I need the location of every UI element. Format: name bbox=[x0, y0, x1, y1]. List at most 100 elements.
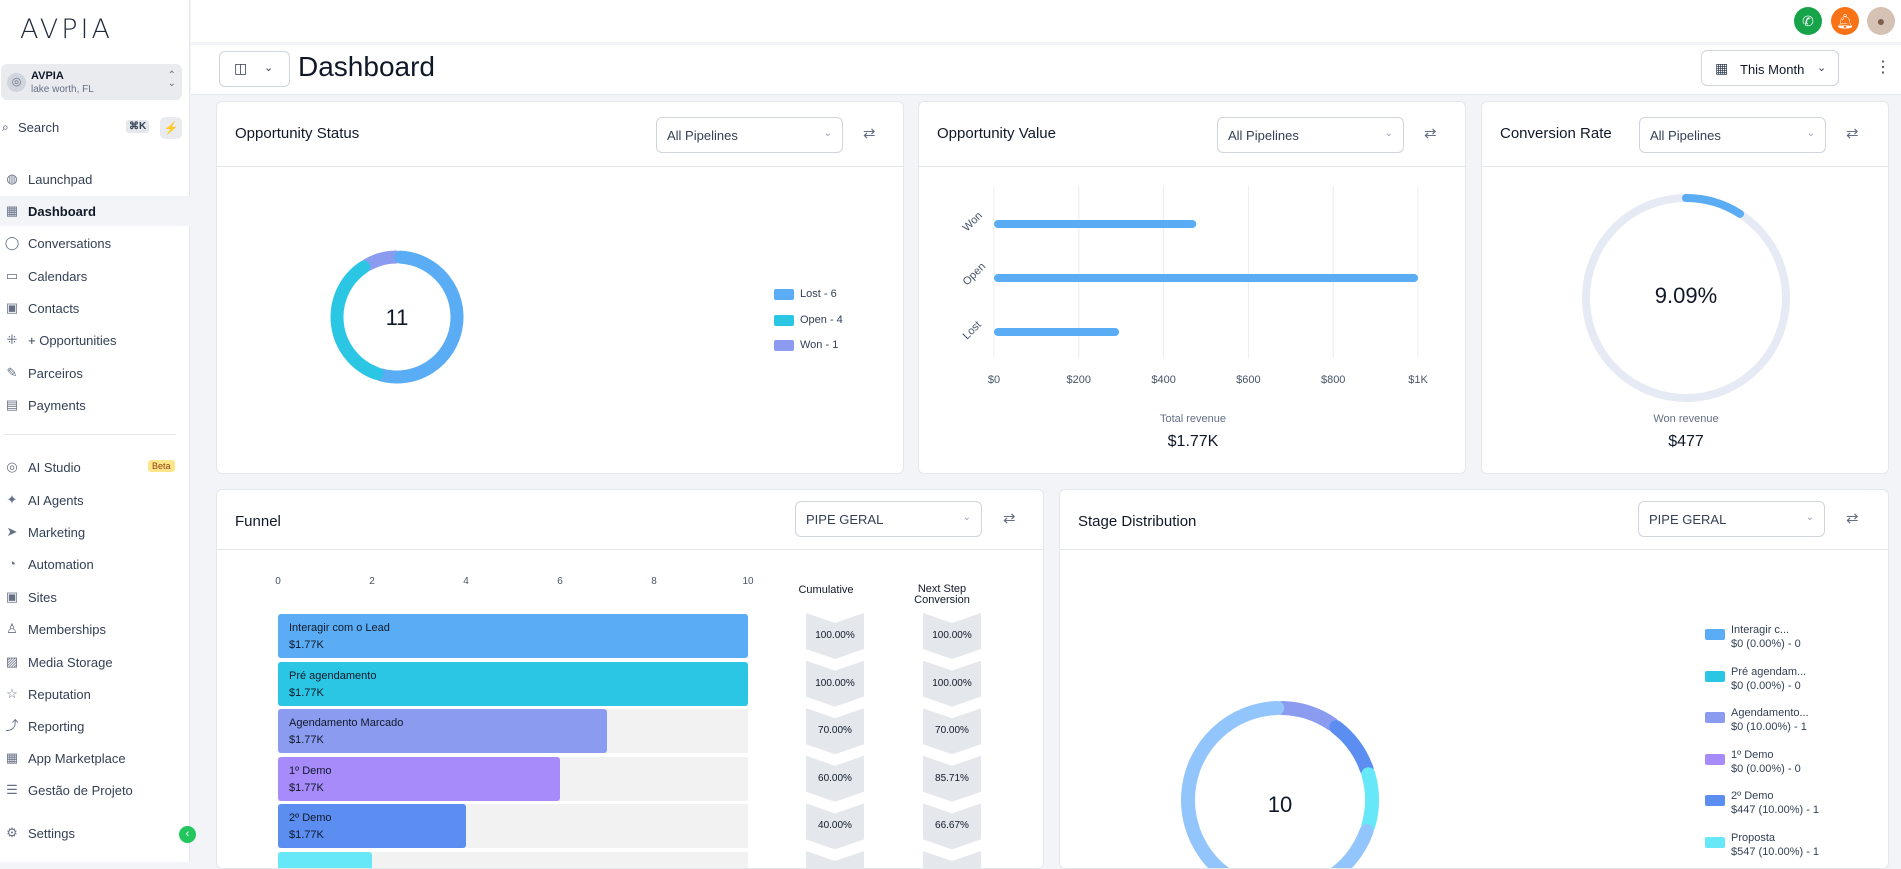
sidebar-item-marketing[interactable]: ➤ Marketing bbox=[0, 517, 190, 547]
sidebar-item-automation[interactable]: ◔ Automation bbox=[0, 549, 190, 579]
card-title: Funnel bbox=[235, 513, 281, 530]
sidebar-item-label: Parceiros bbox=[28, 366, 83, 381]
filter-settings-icon[interactable]: ⇄ bbox=[1846, 125, 1859, 142]
sidebar-item-app-marketplace[interactable]: ▦ App Marketplace bbox=[0, 743, 190, 773]
funnel-axis-tick: 6 bbox=[557, 576, 563, 587]
chevron-down-icon: ⌄ bbox=[823, 128, 832, 139]
sidebar-item-settings[interactable]: ⚙ Settings bbox=[0, 818, 190, 848]
sidebar-item-opportunities[interactable]: ⁜ + Opportunities bbox=[0, 325, 190, 355]
opportunity-value-card: Opportunity Value All Pipelines ⌄ ⇄ $0 $2… bbox=[918, 101, 1466, 474]
pipeline-select[interactable]: All Pipelines ⌄ bbox=[1217, 117, 1404, 153]
percent-value: 100.00% bbox=[815, 630, 855, 641]
sidebar-item-label: Calendars bbox=[28, 269, 88, 284]
bar-won[interactable] bbox=[994, 220, 1197, 228]
donut-slice-other[interactable] bbox=[1181, 701, 1374, 869]
dashboard-header: ◫ ⌄ Dashboard ▦ This Month ⌄ ⋮ bbox=[191, 45, 1901, 95]
pipeline-select-value: PIPE GERAL bbox=[806, 512, 884, 527]
percent-value: 85.71% bbox=[935, 772, 969, 784]
brand-logo[interactable]: AVPIA bbox=[20, 14, 113, 45]
bar-lost[interactable] bbox=[994, 328, 1120, 336]
sidebar-item-reputation[interactable]: ☆ Reputation bbox=[0, 679, 190, 709]
automation-icon: ◔ bbox=[8, 556, 16, 571]
sites-icon: ▣ bbox=[5, 589, 19, 604]
pipeline-select[interactable]: All Pipelines ⌄ bbox=[1639, 117, 1826, 153]
collapse-sidebar-button[interactable]: ‹ bbox=[179, 826, 196, 843]
sidebar-item-label: Memberships bbox=[28, 622, 107, 637]
filter-settings-icon[interactable]: ⇄ bbox=[1846, 510, 1859, 527]
stage-amount: $1.77K bbox=[289, 686, 324, 699]
card-divider bbox=[919, 166, 1465, 167]
sidebar-item-contacts[interactable]: ▣ Contacts bbox=[0, 293, 190, 323]
legend-text: 1º Demo $0 (0.00%) - 0 bbox=[1731, 748, 1801, 776]
donut-slice-won[interactable] bbox=[361, 250, 403, 272]
cumulative-cell: 40.00% bbox=[806, 803, 864, 850]
donut-total: 11 bbox=[385, 305, 409, 330]
sidebar-item-label: Marketing bbox=[28, 525, 86, 540]
stage-name: 1º Demo bbox=[289, 764, 332, 777]
sidebar-item-parceiros[interactable]: ✎ Parceiros bbox=[0, 358, 190, 388]
filter-settings-icon[interactable]: ⇄ bbox=[1003, 510, 1016, 527]
quick-action-bolt-icon[interactable]: ⚡ bbox=[160, 117, 182, 139]
pipeline-select[interactable]: All Pipelines ⌄ bbox=[656, 117, 843, 153]
funnel-bar[interactable]: 1º Demo $1.77K bbox=[278, 756, 560, 801]
sidebar-item-payments[interactable]: ▤ Payments bbox=[0, 390, 190, 420]
funnel-bar[interactable]: Pré agendamento $1.77K bbox=[278, 661, 748, 706]
sidebar-item-reporting[interactable]: ⤴ Reporting bbox=[0, 711, 190, 741]
stage-name: Agendamento Marcado bbox=[289, 717, 404, 730]
user-avatar[interactable]: ● bbox=[1867, 7, 1895, 35]
legend-text: Pré agendam... $0 (0.00%) - 0 bbox=[1731, 665, 1806, 693]
ai-icon: ◎ bbox=[6, 459, 18, 474]
bar-open[interactable] bbox=[994, 274, 1418, 282]
sidebar-item-dashboard[interactable]: ▦ Dashboard bbox=[0, 196, 190, 226]
cumulative-cell: 60.00% bbox=[806, 755, 864, 802]
sidebar-item-ai-agents[interactable]: ✦ AI Agents bbox=[0, 485, 190, 515]
donut-slice-open[interactable] bbox=[330, 260, 384, 380]
beta-badge: Beta bbox=[148, 460, 175, 472]
sidebar-item-calendars[interactable]: ▭ Calendars bbox=[0, 261, 190, 291]
calendar-icon: ▦ bbox=[1715, 60, 1729, 76]
sidebar-item-conversations[interactable]: ◯ Conversations bbox=[0, 228, 190, 258]
opportunity-status-donut bbox=[330, 250, 464, 384]
phone-icon[interactable]: ✆ bbox=[1794, 7, 1822, 35]
donut-slice-lost[interactable] bbox=[374, 250, 464, 384]
layout-switcher-button[interactable]: ◫ ⌄ bbox=[219, 51, 290, 87]
legend-stage-name: 1º Demo bbox=[1731, 748, 1774, 761]
more-options-icon[interactable]: ⋮ bbox=[1875, 59, 1891, 76]
x-tick-label: $1K bbox=[1408, 374, 1428, 386]
sidebar-item-media-storage[interactable]: ▨ Media Storage bbox=[0, 647, 190, 677]
filter-settings-icon[interactable]: ⇄ bbox=[863, 125, 876, 142]
list-icon: ☰ bbox=[6, 782, 18, 797]
sidebar-item-ai-studio[interactable]: ◎ AI Studio Beta bbox=[0, 452, 190, 482]
percent-value: 100.00% bbox=[815, 677, 855, 689]
legend-item-open: Open - 4 bbox=[774, 314, 843, 326]
layout-icon: ◫ bbox=[234, 60, 248, 76]
search-bar[interactable]: ⌕ Search ⌘K bbox=[2, 118, 152, 138]
sidebar-item-launchpad[interactable]: ◍ Launchpad bbox=[0, 164, 190, 194]
sidebar-item-memberships[interactable]: ♙ Memberships bbox=[0, 614, 190, 644]
date-range-button[interactable]: ▦ This Month ⌄ bbox=[1701, 50, 1839, 86]
legend-stage-name: Interagir c... bbox=[1731, 624, 1790, 636]
sidebar-item-sites[interactable]: ▣ Sites bbox=[0, 582, 190, 612]
stage-amount: $1.77K bbox=[289, 639, 324, 651]
account-switcher[interactable]: ◎ AVPIA lake worth, FL ⌃ ⌄ bbox=[1, 64, 182, 100]
legend-item-lost: Lost - 6 bbox=[774, 288, 837, 300]
legend-label: Lost - 6 bbox=[800, 288, 837, 300]
pipeline-select[interactable]: PIPE GERAL ⌄ bbox=[1638, 501, 1825, 537]
funnel-axis-tick: 10 bbox=[742, 576, 754, 587]
donut-total: 10 bbox=[1267, 792, 1293, 817]
chat-icon: ◯ bbox=[4, 235, 20, 250]
location-avatar: ◎ bbox=[7, 73, 26, 92]
funnel-bar[interactable]: Agendamento Marcado $1.77K bbox=[278, 709, 607, 754]
funnel-bar[interactable]: 2º Demo $1.77K bbox=[278, 804, 466, 849]
filter-settings-icon[interactable]: ⇄ bbox=[1424, 125, 1437, 142]
donut-slice-proposta[interactable] bbox=[1361, 767, 1379, 833]
sidebar-item-gest-o-de-projeto[interactable]: ☰ Gestão de Projeto bbox=[0, 775, 190, 805]
funnel-bar[interactable] bbox=[278, 852, 372, 868]
bell-icon[interactable]: 🔔︎ bbox=[1831, 7, 1859, 35]
pipeline-select[interactable]: PIPE GERAL ⌄ bbox=[795, 501, 982, 537]
funnel-bar[interactable]: Interagir com o Lead $1.77K bbox=[278, 614, 748, 658]
contact-icon: ▣ bbox=[5, 300, 19, 315]
x-tick-label: $600 bbox=[1236, 374, 1260, 386]
donut-slice-agendamento-[interactable] bbox=[1275, 701, 1339, 731]
donut-slice-2-demo[interactable] bbox=[1329, 720, 1374, 776]
